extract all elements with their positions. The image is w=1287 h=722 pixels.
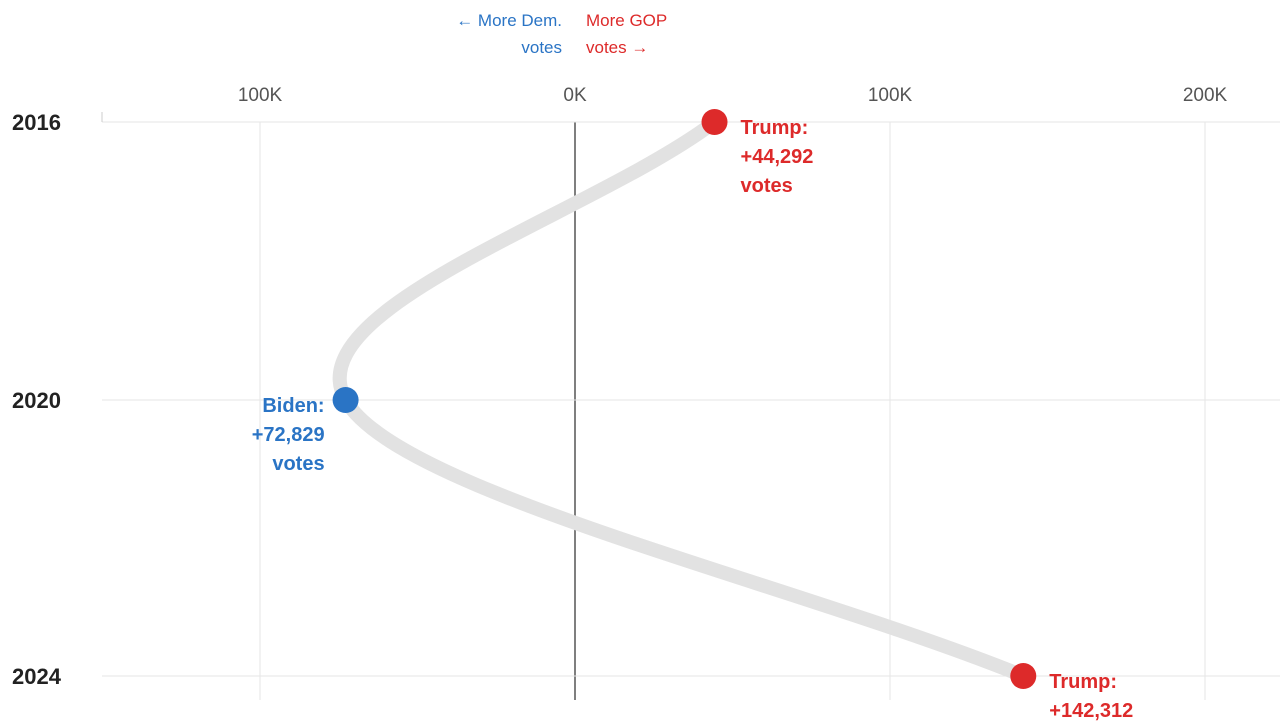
data-point-2016 bbox=[701, 109, 728, 135]
trend-curve bbox=[332, 115, 1031, 683]
data-label-2016-line3: votes bbox=[741, 175, 793, 197]
data-label-2024-line1: Trump: bbox=[1049, 671, 1117, 693]
gop-direction-label-line1: More GOP bbox=[586, 11, 667, 30]
direction-labels: ← More Dem. votes More GOP votes → bbox=[456, 11, 667, 57]
gop-direction-label-line2: votes → bbox=[586, 38, 648, 57]
x-tick-label-2: 100K bbox=[868, 85, 913, 106]
data-label-2016-line1: Trump: bbox=[741, 117, 809, 139]
data-point-2020 bbox=[332, 387, 359, 413]
data-points bbox=[332, 109, 1037, 689]
gridlines bbox=[101, 112, 1280, 700]
data-label-2020-line1: Biden: bbox=[262, 395, 324, 417]
data-point-2024 bbox=[1010, 663, 1037, 689]
dem-direction-label-line1: ← More Dem. bbox=[456, 11, 562, 30]
x-tick-label-0: 100K bbox=[238, 85, 283, 106]
data-labels: Trump: +44,292 votes Biden: +72,829 votes Trum… bbox=[252, 117, 1134, 722]
year-labels: 2016 2020 2024 bbox=[12, 110, 62, 689]
x-tick-label-3: 200K bbox=[1183, 85, 1228, 106]
dem-direction-label-line2: votes bbox=[521, 38, 562, 57]
x-axis-ticks: 100K 0K 100K 200K bbox=[238, 85, 1228, 106]
year-label-2020: 2020 bbox=[12, 388, 61, 413]
data-label-2020-line3: votes bbox=[272, 453, 324, 475]
data-label-2020-line2: +72,829 bbox=[252, 424, 325, 446]
year-label-2016: 2016 bbox=[12, 110, 61, 135]
x-tick-label-1: 0K bbox=[563, 85, 587, 106]
data-label-2024-line2: +142,312 bbox=[1049, 700, 1133, 722]
year-label-2024: 2024 bbox=[12, 664, 62, 689]
data-label-2016-line2: +44,292 bbox=[741, 146, 814, 168]
